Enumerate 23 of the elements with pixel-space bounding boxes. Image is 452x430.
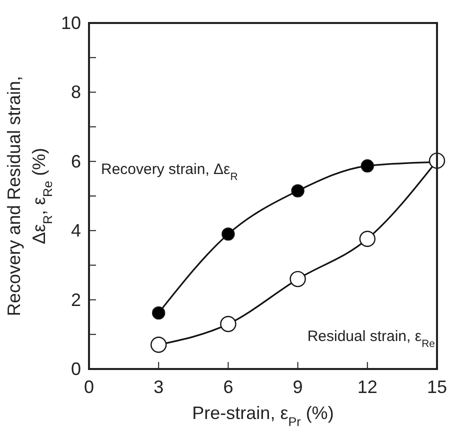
point bbox=[359, 230, 376, 248]
x-tick-label: 9 bbox=[292, 377, 303, 397]
point bbox=[150, 336, 167, 353]
x-axis-title: Pre-strain, ε$_{Pr}$ (%) bbox=[192, 403, 334, 429]
point bbox=[291, 184, 304, 198]
point bbox=[290, 270, 306, 288]
text: Recovery strain, Δε$_{R}$ bbox=[101, 160, 238, 183]
text: Residual strain, ε$_{Re}$ bbox=[307, 328, 436, 350]
x-tick-label: 6 bbox=[223, 377, 234, 397]
x-tick-label: 15 bbox=[426, 377, 448, 397]
x-tick-label: 0 bbox=[84, 377, 94, 397]
point bbox=[222, 227, 235, 241]
point bbox=[152, 306, 166, 320]
y-tick-label: 8 bbox=[70, 82, 81, 102]
x-tick-label: 3 bbox=[154, 377, 164, 397]
point bbox=[360, 159, 374, 172]
y-tick-label: 10 bbox=[60, 13, 81, 33]
y-tick-label: 4 bbox=[70, 220, 81, 241]
y-tick-label: 6 bbox=[70, 151, 81, 172]
y-tick-label: 2 bbox=[70, 290, 81, 310]
y-tick-label: 0 bbox=[70, 359, 81, 379]
point bbox=[220, 316, 236, 332]
x-tick-label: 12 bbox=[357, 377, 378, 397]
